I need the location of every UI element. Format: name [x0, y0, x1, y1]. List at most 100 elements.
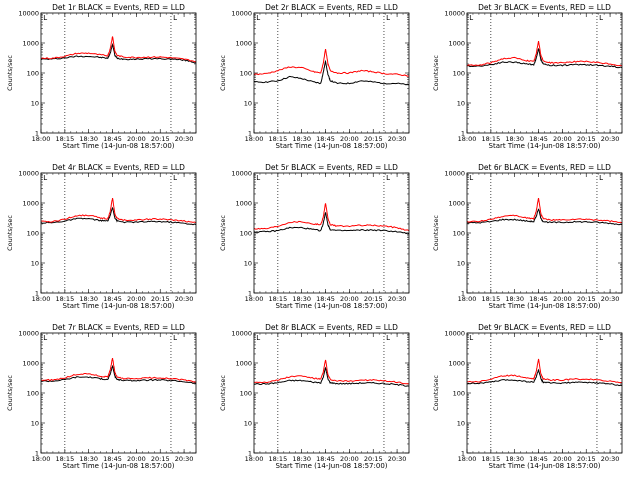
y-tick-label: 10	[457, 260, 465, 268]
y-tick-label: 1	[35, 130, 39, 138]
detector-chart-panel: Det 4r BLACK = Events, RED = LLD L L 1 10 100…	[0, 160, 213, 320]
x-tick-label: 20:00	[340, 455, 359, 463]
lld-series-line	[466, 197, 623, 224]
lld-series-line	[253, 48, 410, 77]
x-tick-label: 18:15	[55, 135, 74, 143]
y-tick-label: 1	[35, 450, 39, 458]
detector-chart-panel: Det 7r BLACK = Events, RED = LLD L L 1 10 100…	[0, 320, 213, 480]
y-tick-label: 100	[240, 70, 252, 78]
x-tick-label: 20:30	[388, 295, 407, 303]
detector-chart-panel: Det 9r BLACK = Events, RED = LLD L L 1 10 100…	[426, 320, 639, 480]
x-tick-label: 20:00	[340, 295, 359, 303]
plot-frame	[466, 332, 623, 454]
x-tick-label: 20:15	[151, 295, 170, 303]
x-tick-label: 18:30	[79, 135, 98, 143]
x-tick-label: 20:30	[601, 455, 620, 463]
x-tick-label: 18:30	[79, 295, 98, 303]
l-marker: L	[599, 174, 603, 182]
x-tick-label: 18:00	[32, 455, 51, 463]
lld-series-line	[40, 36, 197, 63]
y-tick-label: 10	[31, 100, 39, 108]
x-tick-label: 18:15	[268, 455, 287, 463]
l-marker: L	[173, 14, 177, 22]
x-tick-label: 20:30	[388, 135, 407, 143]
chart-title: Det 6r BLACK = Events, RED = LLD	[478, 163, 611, 172]
x-tick-label: 20:15	[364, 295, 383, 303]
x-tick-label: 18:00	[458, 295, 477, 303]
chart-title: Det 2r BLACK = Events, RED = LLD	[265, 3, 398, 12]
events-series-line	[253, 59, 410, 86]
x-tick-label: 18:45	[529, 455, 548, 463]
x-tick-label: 18:00	[245, 135, 264, 143]
x-tick-label: 18:45	[316, 295, 335, 303]
chart-svg: Det 5r BLACK = Events, RED = LLD L L 1 10 100…	[219, 163, 410, 310]
l-marker: L	[386, 14, 390, 22]
y-tick-label: 1000	[235, 40, 252, 48]
events-series-line	[466, 208, 623, 226]
y-tick-label: 100	[453, 230, 465, 238]
y-tick-label: 1	[461, 450, 465, 458]
x-tick-label: 18:00	[32, 135, 51, 143]
plot-frame	[40, 172, 197, 294]
chart-title: Det 1r BLACK = Events, RED = LLD	[52, 3, 185, 12]
chart-svg: Det 8r BLACK = Events, RED = LLD L L 1 10 100…	[219, 323, 410, 470]
x-tick-label: 20:15	[364, 455, 383, 463]
chart-title: Det 9r BLACK = Events, RED = LLD	[478, 323, 611, 332]
x-tick-label: 18:45	[103, 295, 122, 303]
y-tick-label: 1000	[22, 200, 39, 208]
y-axis-label: Counts/sec	[6, 55, 14, 91]
l-marker: L	[599, 14, 603, 22]
y-tick-label: 100	[240, 390, 252, 398]
x-tick-label: 18:30	[292, 295, 311, 303]
detector-chart-panel: Det 2r BLACK = Events, RED = LLD L L 1 10 100…	[213, 0, 426, 160]
detector-chart-panel: Det 3r BLACK = Events, RED = LLD L L 1 10 100…	[426, 0, 639, 160]
y-tick-label: 10	[244, 260, 252, 268]
x-tick-label: 20:00	[127, 455, 146, 463]
lld-series-line	[253, 359, 410, 385]
x-tick-label: 20:30	[175, 295, 194, 303]
lld-series-line	[466, 40, 623, 67]
chart-title: Det 7r BLACK = Events, RED = LLD	[52, 323, 185, 332]
l-marker: L	[256, 174, 260, 182]
x-tick-label: 18:45	[316, 455, 335, 463]
y-tick-label: 1000	[22, 360, 39, 368]
y-tick-label: 10000	[231, 170, 252, 178]
chart-title: Det 5r BLACK = Events, RED = LLD	[265, 163, 398, 172]
x-axis-label: Start Time (14-Jun-08 18:57:00)	[276, 142, 388, 150]
x-tick-label: 20:00	[553, 295, 572, 303]
chart-title: Det 4r BLACK = Events, RED = LLD	[52, 163, 185, 172]
plot-frame	[40, 332, 197, 454]
chart-svg: Det 3r BLACK = Events, RED = LLD L L 1 10 100…	[432, 3, 623, 150]
lld-series-line	[253, 203, 410, 232]
x-axis-label: Start Time (14-Jun-08 18:57:00)	[489, 462, 601, 470]
x-tick-label: 20:15	[151, 455, 170, 463]
x-tick-label: 18:30	[505, 455, 524, 463]
x-tick-label: 18:15	[481, 135, 500, 143]
x-tick-label: 20:30	[601, 135, 620, 143]
x-tick-label: 18:30	[292, 135, 311, 143]
y-tick-label: 10	[244, 100, 252, 108]
plot-frame	[253, 332, 410, 454]
x-tick-label: 18:00	[245, 295, 264, 303]
y-tick-label: 1	[248, 450, 252, 458]
l-marker: L	[43, 334, 47, 342]
x-tick-label: 18:30	[505, 135, 524, 143]
x-tick-label: 20:15	[151, 135, 170, 143]
x-tick-label: 20:30	[175, 455, 194, 463]
x-tick-label: 20:00	[553, 135, 572, 143]
y-tick-label: 100	[453, 390, 465, 398]
l-marker: L	[469, 174, 473, 182]
x-axis-label: Start Time (14-Jun-08 18:57:00)	[489, 142, 601, 150]
x-tick-label: 20:00	[340, 135, 359, 143]
y-tick-label: 10	[31, 260, 39, 268]
x-tick-label: 20:15	[577, 455, 596, 463]
x-tick-label: 18:00	[458, 135, 477, 143]
x-tick-label: 18:45	[103, 455, 122, 463]
x-tick-label: 20:30	[601, 295, 620, 303]
y-tick-label: 1000	[22, 40, 39, 48]
plot-frame	[253, 12, 410, 134]
y-tick-label: 1	[461, 290, 465, 298]
x-tick-label: 20:00	[553, 455, 572, 463]
events-series-line	[253, 212, 410, 235]
